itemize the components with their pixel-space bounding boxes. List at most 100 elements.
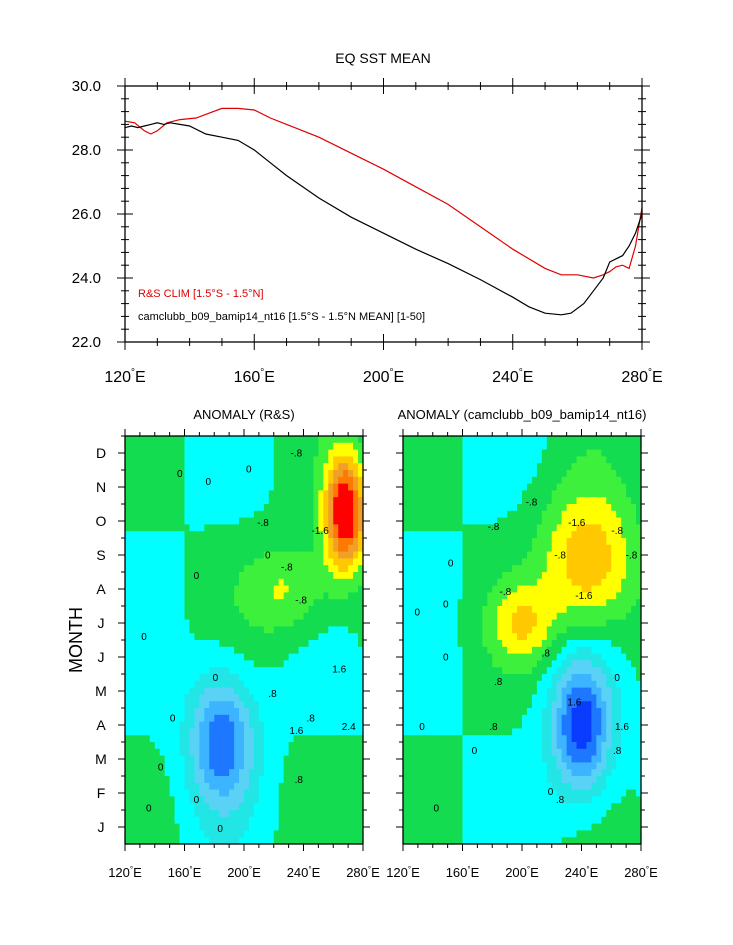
contour-cell [139, 599, 146, 607]
contour-cell [507, 456, 513, 464]
contour-cell [293, 442, 300, 451]
contour-cell [134, 708, 141, 716]
contour-cell [214, 463, 220, 471]
contour-cell [248, 470, 255, 478]
contour-cell [293, 646, 300, 655]
contour-cell [536, 687, 543, 695]
contour-cell [487, 646, 493, 655]
contour-cell [263, 449, 270, 457]
contour-cell [546, 687, 553, 695]
contour-cell [492, 510, 498, 519]
contour-cell [125, 816, 131, 825]
contour-cell [531, 776, 538, 784]
contour-cell [164, 476, 171, 485]
contour-cell [417, 476, 424, 485]
contour-cell [522, 633, 528, 641]
contour-cell [268, 504, 275, 512]
contour-cell [184, 578, 191, 587]
contour-cell [179, 538, 186, 546]
contour-cell [219, 476, 225, 485]
contour-cell [522, 701, 528, 709]
contour-cell [184, 694, 191, 702]
contour-cell [447, 436, 454, 444]
contour-cell [526, 674, 533, 682]
contour-cell [487, 490, 493, 498]
contour-cell [229, 680, 235, 689]
contour-cell [244, 660, 250, 668]
contour-cell [457, 667, 464, 675]
contour-cell [258, 687, 265, 695]
contour-cell [263, 687, 270, 695]
contour-cell [522, 612, 528, 621]
contour-cell [403, 748, 409, 757]
contour-cell [149, 748, 156, 757]
contour-cell [204, 735, 210, 743]
contour-cell [477, 762, 483, 770]
contour-cell [164, 708, 171, 716]
contour-cell [472, 762, 478, 770]
contour-cell [283, 599, 290, 607]
contour-cell [125, 572, 131, 580]
contour-cell [125, 660, 131, 668]
contour-cell [204, 504, 210, 512]
contour-cell [403, 789, 409, 797]
contour-cell [253, 524, 260, 532]
month-tick-label: M [95, 751, 107, 767]
contour-cell [502, 524, 508, 532]
contour-cell [447, 769, 454, 777]
contour-cell [407, 551, 414, 559]
contour-cell [348, 776, 354, 784]
contour-cell [546, 748, 553, 757]
contour-cell [144, 592, 151, 600]
contour-cell [313, 776, 319, 784]
contour-cell [427, 490, 434, 498]
contour-cell [258, 578, 265, 587]
contour-cell [432, 687, 439, 695]
contour-cell [497, 694, 503, 702]
contour-cell [328, 796, 334, 804]
contour-cell [224, 524, 230, 532]
contour-cell [298, 538, 305, 546]
contour-cell [234, 776, 240, 784]
contour-cell [343, 735, 349, 743]
contour-cell [333, 599, 339, 607]
contour-cell [492, 538, 498, 546]
contour-cell [189, 476, 196, 485]
contour-cell [517, 680, 523, 689]
contour-cell [353, 558, 359, 566]
contour-cell [536, 837, 543, 844]
contour-cell [517, 599, 523, 607]
contour-cell [134, 449, 141, 457]
contour-cell [258, 538, 265, 546]
contour-cell [462, 687, 469, 695]
contour-cell [229, 708, 235, 716]
contour-cell [149, 646, 156, 655]
contour-cell [179, 735, 186, 743]
contour-cell [199, 837, 205, 844]
contour-cell [194, 612, 200, 621]
contour-cell [531, 524, 538, 532]
contour-cell [164, 653, 171, 661]
contour-cell [234, 735, 240, 743]
contour-cell [209, 456, 215, 464]
contour-cell [159, 442, 166, 451]
contour-cell [536, 667, 543, 675]
contour-cell [536, 517, 543, 525]
contour-cell [229, 592, 235, 600]
contour-cell [546, 796, 553, 804]
contour-cell [482, 782, 488, 791]
contour-cell [403, 803, 409, 811]
contour-cell [204, 796, 210, 804]
contour-cell [263, 612, 270, 621]
contour-cell [184, 721, 191, 729]
contour-cell [348, 667, 354, 675]
contour-cell [174, 701, 181, 709]
contour-cell [541, 748, 548, 757]
contour-cell [531, 640, 538, 648]
contour-cell [263, 524, 270, 532]
contour-cell [174, 789, 181, 797]
contour-cell [209, 837, 215, 844]
contour-cell [492, 456, 498, 464]
contour-cell [224, 687, 230, 695]
contour-cell [273, 660, 280, 668]
